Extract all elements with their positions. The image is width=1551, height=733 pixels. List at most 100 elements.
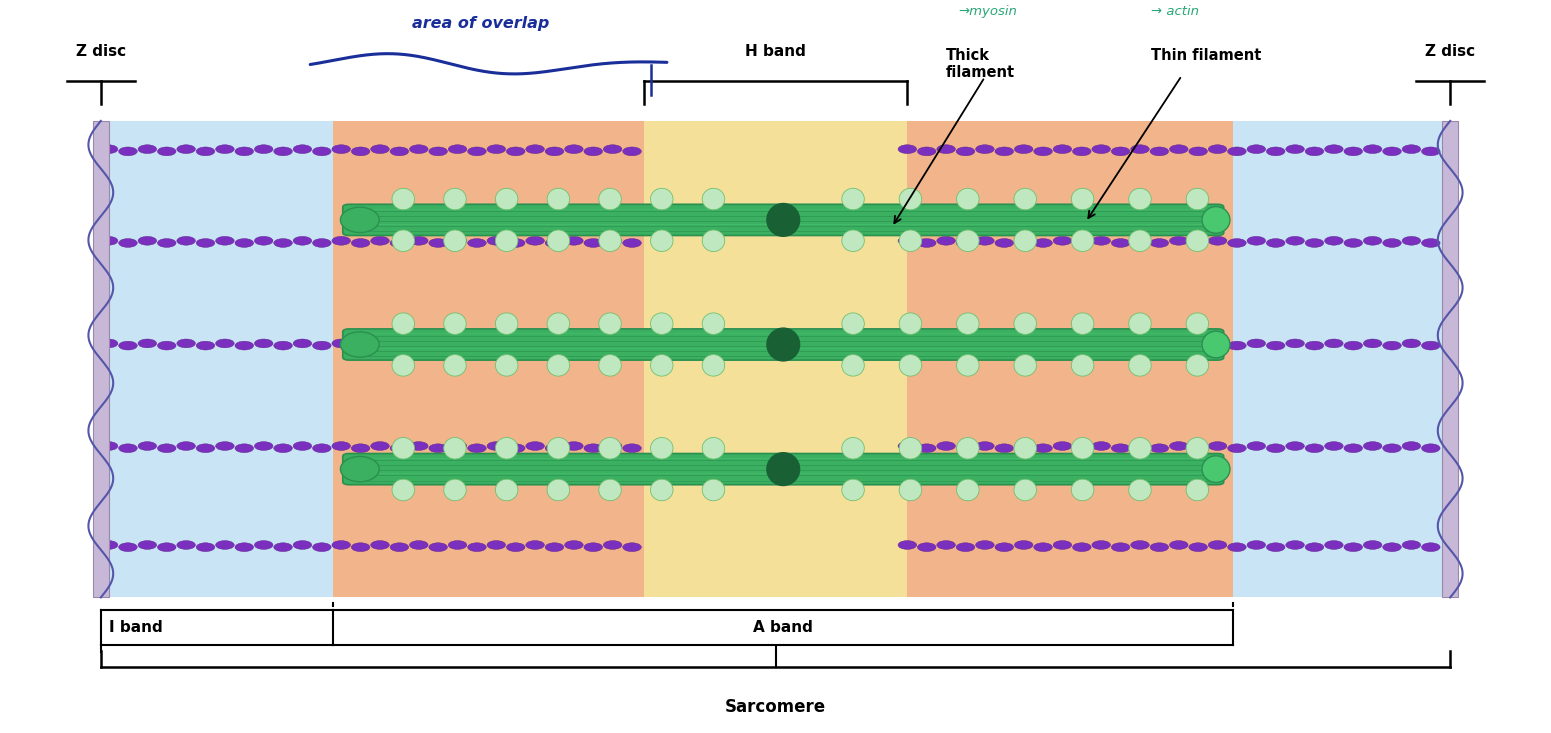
Circle shape [448,541,467,550]
Circle shape [177,144,195,154]
Text: filament: filament [946,65,1016,79]
Ellipse shape [548,479,569,501]
Ellipse shape [766,452,800,486]
Circle shape [1343,238,1362,247]
Circle shape [1247,236,1266,245]
Circle shape [391,147,409,155]
Circle shape [976,144,994,154]
Circle shape [216,339,234,348]
Circle shape [994,147,1013,155]
Circle shape [332,441,351,450]
Circle shape [99,441,118,450]
Circle shape [565,441,583,450]
Circle shape [1149,238,1168,247]
Circle shape [955,542,974,551]
Circle shape [1382,443,1401,452]
Circle shape [1363,144,1382,154]
Circle shape [1053,541,1072,550]
FancyBboxPatch shape [93,121,109,597]
Circle shape [352,147,371,155]
Text: → actin: → actin [1151,5,1199,18]
Circle shape [1208,144,1227,154]
Circle shape [1092,144,1111,154]
FancyBboxPatch shape [333,121,1233,597]
Text: area of overlap: area of overlap [413,16,549,31]
Circle shape [1208,441,1227,450]
Circle shape [487,541,506,550]
FancyBboxPatch shape [101,121,1450,597]
Circle shape [293,339,312,348]
Ellipse shape [900,230,921,251]
Circle shape [409,236,428,245]
Ellipse shape [703,438,724,459]
Circle shape [917,147,935,155]
Circle shape [1227,443,1245,452]
Circle shape [1111,542,1129,551]
Ellipse shape [548,438,569,459]
Circle shape [1149,443,1168,452]
Circle shape [1304,147,1323,155]
Ellipse shape [341,332,378,357]
Circle shape [371,144,389,154]
Circle shape [898,236,917,245]
Circle shape [448,339,467,348]
Circle shape [195,238,214,247]
Ellipse shape [650,188,673,210]
Circle shape [507,147,526,155]
Circle shape [487,339,506,348]
Ellipse shape [1014,188,1036,210]
Circle shape [138,339,157,348]
Ellipse shape [650,313,673,334]
Circle shape [1072,542,1090,551]
Circle shape [352,443,371,452]
Circle shape [468,542,487,551]
Circle shape [1208,339,1227,348]
Circle shape [236,341,254,350]
Ellipse shape [703,313,724,334]
Circle shape [216,236,234,245]
Circle shape [1033,542,1052,551]
Circle shape [1072,341,1090,350]
Circle shape [1053,441,1072,450]
Circle shape [1092,441,1111,450]
Ellipse shape [1129,230,1151,251]
Ellipse shape [599,438,622,459]
Circle shape [937,236,955,245]
Circle shape [1286,441,1304,450]
Ellipse shape [1187,230,1208,251]
Circle shape [1208,236,1227,245]
Ellipse shape [1187,355,1208,376]
Circle shape [624,238,642,247]
Circle shape [1343,147,1362,155]
Circle shape [1053,339,1072,348]
Circle shape [976,339,994,348]
Circle shape [332,144,351,154]
Circle shape [1402,541,1421,550]
Ellipse shape [957,479,979,501]
Ellipse shape [1187,313,1208,334]
Ellipse shape [548,313,569,334]
Circle shape [313,238,332,247]
Ellipse shape [1129,438,1151,459]
Circle shape [1111,443,1129,452]
Circle shape [898,541,917,550]
Circle shape [332,236,351,245]
Circle shape [275,443,293,452]
Circle shape [157,443,177,452]
Ellipse shape [650,230,673,251]
Circle shape [994,542,1013,551]
Circle shape [1363,441,1382,450]
Circle shape [1402,144,1421,154]
Ellipse shape [703,230,724,251]
Ellipse shape [842,438,864,459]
Circle shape [1092,236,1111,245]
Ellipse shape [444,355,467,376]
Ellipse shape [703,355,724,376]
Circle shape [624,147,642,155]
Circle shape [1227,147,1245,155]
Circle shape [138,236,157,245]
Circle shape [1266,238,1284,247]
Circle shape [119,542,138,551]
Circle shape [917,238,935,247]
Ellipse shape [599,355,622,376]
